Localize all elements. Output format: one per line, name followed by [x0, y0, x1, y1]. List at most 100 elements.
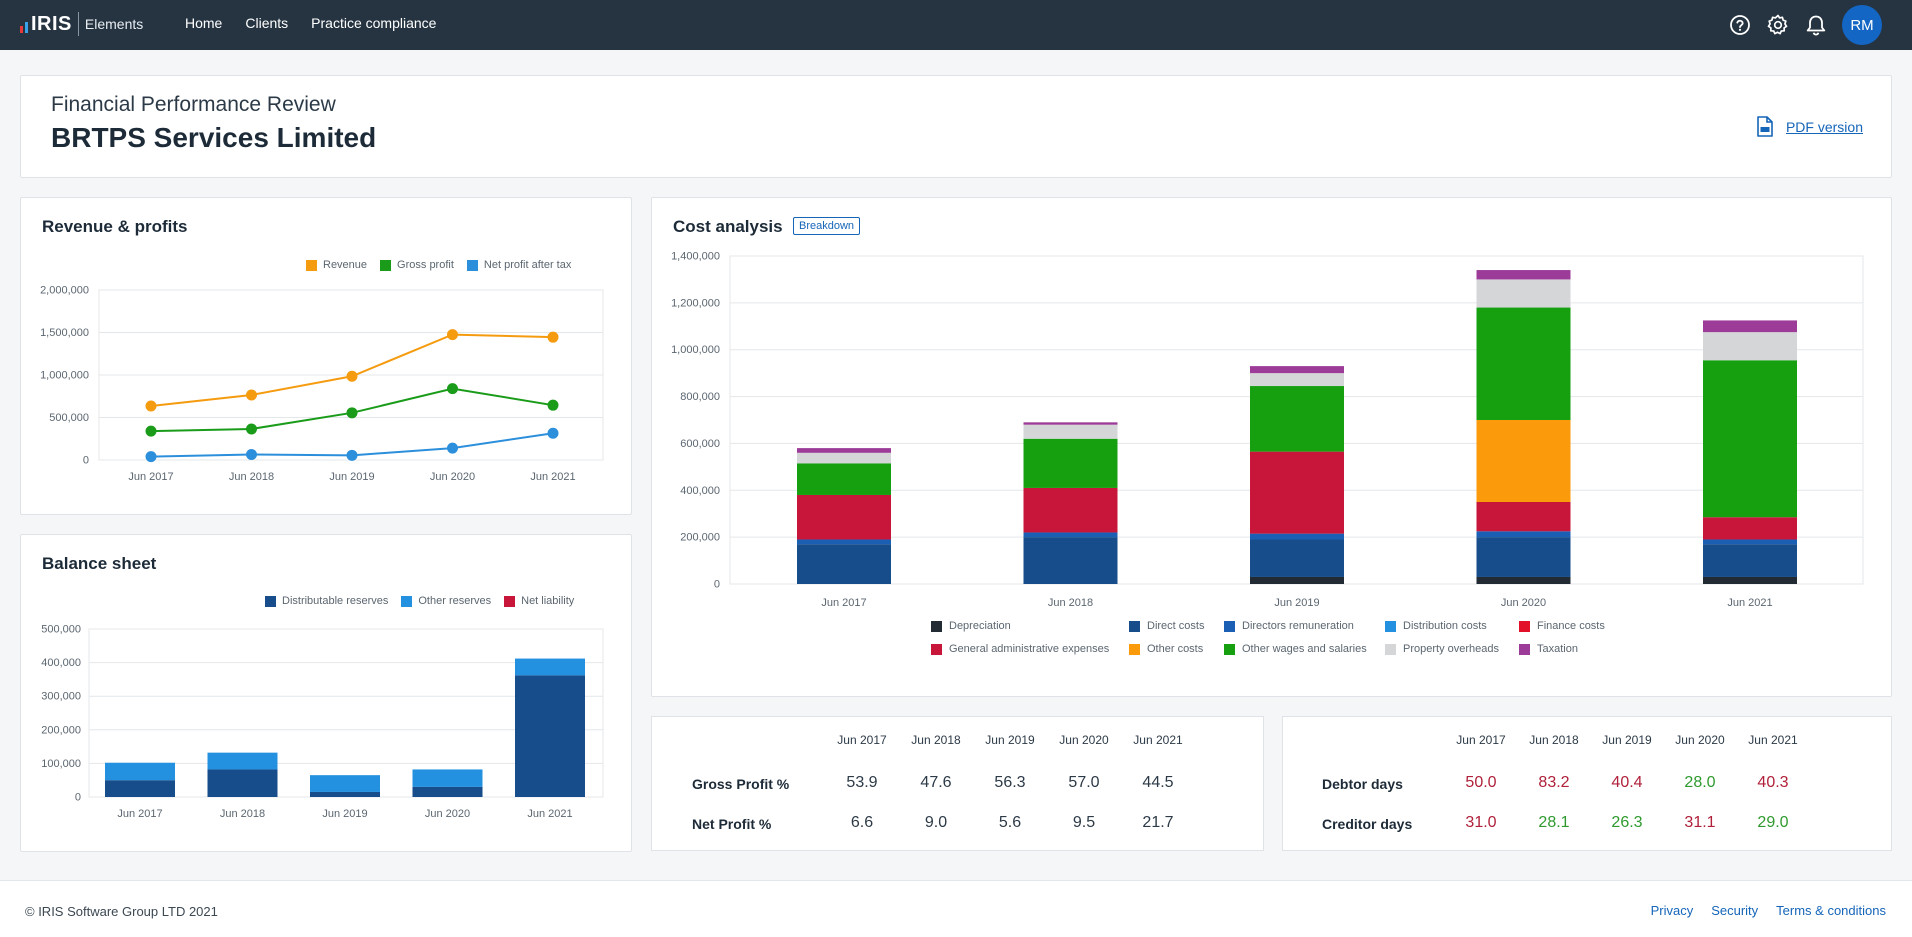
bar-segment [1023, 438, 1118, 488]
company-name: BRTPS Services Limited [51, 122, 377, 153]
logo-bars-icon [20, 15, 28, 33]
legend-item-directors-remuneration[interactable]: Directors remuneration [1224, 620, 1385, 632]
legend-item-other-costs[interactable]: Other costs [1129, 643, 1224, 655]
settings-gear-icon[interactable] [1766, 13, 1790, 37]
legend-item-revenue[interactable]: Revenue [306, 259, 367, 271]
logo-subtext: Elements [84, 16, 144, 32]
debtor-creditor-days-table: Jun 2017 Jun 2018 Jun 2019 Jun 2020 Jun … [1282, 716, 1892, 851]
x-tick-label: Jun 2017 [117, 808, 162, 820]
x-tick-label: Jun 2018 [220, 808, 265, 820]
legend-item-property-overheads[interactable]: Property overheads [1385, 643, 1519, 655]
x-tick-label: Jun 2020 [425, 808, 470, 820]
nav-clients[interactable]: Clients [245, 15, 289, 31]
logo-text: IRIS [31, 12, 72, 35]
legend-item-direct-costs[interactable]: Direct costs [1129, 620, 1224, 632]
legend-item-general-administrative-expenses[interactable]: General administrative expenses [931, 643, 1129, 655]
legend-swatch [466, 259, 478, 271]
column-header: Jun 2020 [1059, 733, 1109, 747]
bar-segment [1476, 576, 1571, 584]
legend-swatch [1224, 620, 1235, 632]
footer-links: Privacy Security Terms & conditions [1651, 903, 1886, 918]
x-tick-label: Jun 2017 [128, 471, 173, 483]
x-tick-label: Jun 2021 [1727, 597, 1772, 609]
bar-segment [1703, 320, 1797, 333]
legend-item-distribution-costs[interactable]: Distribution costs [1385, 620, 1519, 632]
user-avatar[interactable]: RM [1842, 5, 1882, 45]
nav-home[interactable]: Home [185, 15, 223, 31]
legend-item-net-liability[interactable]: Net liability [504, 595, 574, 607]
data-point [346, 449, 358, 461]
cost-analysis-card: Cost analysis Breakdown 0 200,000 400,000 6… [651, 197, 1892, 697]
y-tick-label: 0 [83, 455, 89, 467]
y-tick-label: 200,000 [41, 724, 81, 736]
bar-segment [412, 786, 483, 797]
legend-swatch [931, 643, 942, 655]
bar-segment [797, 452, 891, 464]
bar-segment [797, 463, 891, 495]
terms-link[interactable]: Terms & conditions [1776, 903, 1886, 918]
x-tick-label: Jun 2018 [229, 471, 274, 483]
cost-analysis-title: Cost analysis [673, 217, 783, 236]
logo-divider [77, 12, 79, 36]
main-nav: Home Clients Practice compliance [185, 15, 436, 31]
legend-swatch [265, 595, 276, 607]
table-cell: 47.6 [920, 774, 952, 791]
iris-elements-logo[interactable]: IRIS Elements [20, 12, 143, 36]
review-header-card: Financial Performance Review BRTPS Servi… [20, 75, 1892, 178]
legend-item-taxation[interactable]: Taxation [1519, 643, 1639, 655]
y-tick-label: 1,000,000 [40, 370, 89, 382]
y-tick-label: 0 [75, 792, 81, 804]
x-tick-label: Jun 2021 [530, 471, 575, 483]
privacy-link[interactable]: Privacy [1650, 903, 1694, 918]
legend-item-distributable-reserves[interactable]: Distributable reserves [265, 595, 388, 607]
bar-segment [105, 780, 175, 797]
data-point [346, 370, 358, 382]
y-tick-label: 800,000 [680, 391, 720, 403]
x-tick-label: Jun 2020 [1501, 597, 1546, 609]
nav-practice-compliance[interactable]: Practice compliance [311, 15, 437, 31]
help-icon[interactable] [1728, 13, 1752, 37]
security-link[interactable]: Security [1711, 903, 1759, 918]
data-point [246, 448, 257, 460]
data-point [145, 451, 157, 463]
bar-segment [1703, 332, 1797, 361]
data-point [547, 331, 559, 343]
y-tick-label: 200,000 [680, 532, 720, 544]
copyright-text: © IRIS Software Group LTD 2021 [25, 904, 218, 919]
table-cell: 31.1 [1684, 814, 1716, 831]
bar-segment [1476, 279, 1571, 308]
notifications-bell-icon[interactable] [1804, 13, 1828, 37]
x-tick-label: Jun 2020 [430, 471, 475, 483]
bar-segment [1250, 373, 1344, 387]
page-footer: © IRIS Software Group LTD 2021 Privacy S… [0, 880, 1912, 937]
y-tick-label: 400,000 [41, 657, 81, 669]
y-tick-label: 500,000 [49, 412, 89, 424]
legend-swatch [1385, 643, 1396, 655]
bar-segment [1476, 420, 1571, 502]
y-tick-label: 600,000 [680, 438, 720, 450]
data-point [547, 427, 559, 439]
data-point [246, 389, 257, 401]
column-header: Jun 2021 [1748, 733, 1798, 747]
bar-segment [1023, 537, 1118, 584]
bar-segment [1023, 532, 1118, 538]
breakdown-button[interactable]: Breakdown [793, 217, 861, 235]
legend-item-net-profit-after-tax[interactable]: Net profit after tax [466, 259, 571, 271]
top-navigation-bar: IRIS Elements Home Clients Practice comp… [0, 0, 1912, 50]
legend-swatch [1519, 643, 1530, 655]
legend-item-finance-costs[interactable]: Finance costs [1519, 620, 1639, 632]
bar-segment [1476, 502, 1571, 532]
legend-item-other-wages-and-salaries[interactable]: Other wages and salaries [1224, 643, 1385, 655]
legend-item-gross-profit[interactable]: Gross profit [380, 259, 454, 271]
bar-segment [1250, 366, 1344, 374]
legend-item-depreciation[interactable]: Depreciation [931, 620, 1129, 632]
bar-segment [797, 494, 891, 540]
legend-swatch [1224, 643, 1235, 655]
table-cell: 21.7 [1142, 814, 1174, 831]
legend-item-other-reserves[interactable]: Other reserves [401, 595, 491, 607]
legend-swatch [401, 595, 413, 607]
x-tick-label: Jun 2019 [322, 808, 367, 820]
table-cell: 50.0 [1465, 774, 1497, 791]
row-label-net-profit: Net Profit % [692, 816, 772, 832]
pdf-version-link[interactable]: PDF version [1756, 116, 1863, 137]
